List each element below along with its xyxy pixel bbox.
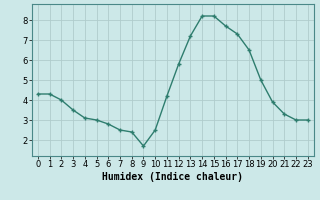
- X-axis label: Humidex (Indice chaleur): Humidex (Indice chaleur): [102, 172, 243, 182]
